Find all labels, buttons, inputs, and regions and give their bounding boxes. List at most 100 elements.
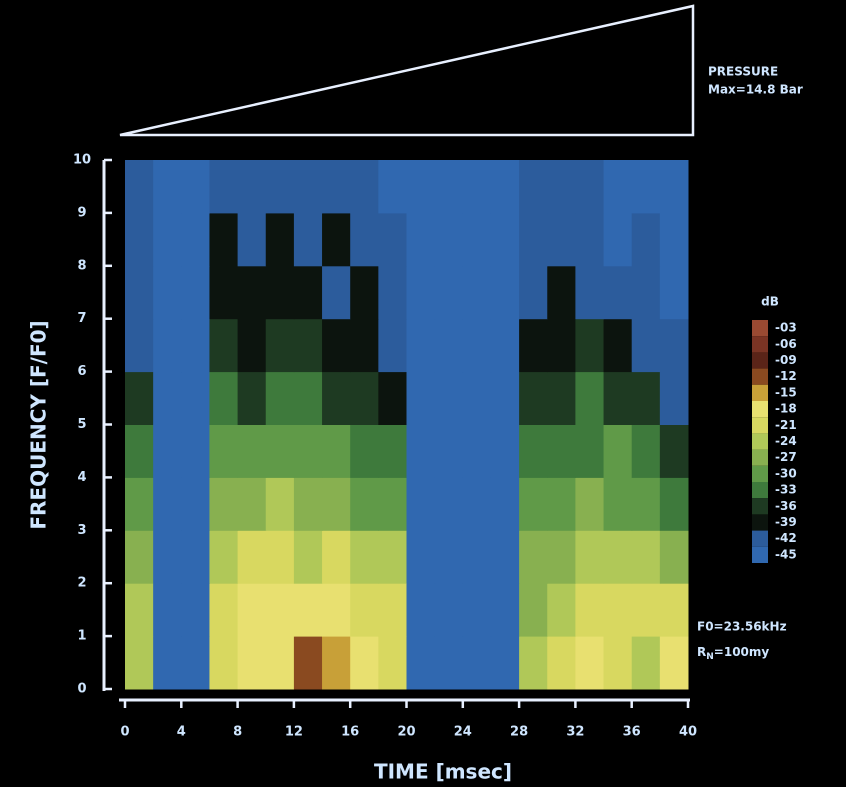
heatmap-cell — [293, 212, 323, 267]
heatmap-cell — [125, 583, 154, 637]
y-tick-label: 4 — [77, 470, 86, 485]
heatmap-cell — [490, 160, 520, 214]
heatmap-cell — [265, 424, 295, 478]
heatmap-cell — [350, 318, 379, 373]
x-tick-label: 40 — [679, 725, 697, 740]
heatmap-cell — [125, 636, 154, 690]
colorbar-label: -21 — [775, 418, 797, 432]
heatmap-cell — [406, 530, 436, 584]
x-axis-title: TIME [msec] — [374, 760, 512, 784]
heatmap-cell — [519, 477, 548, 531]
heatmap-cell — [181, 160, 210, 214]
colorbar-swatch — [752, 546, 768, 563]
rn-label: RN=100my — [697, 645, 769, 662]
x-tick-label: 16 — [341, 725, 359, 740]
heatmap-cell — [265, 160, 295, 214]
heatmap-cell — [209, 636, 239, 690]
heatmap-cell — [265, 371, 295, 425]
heatmap-cell — [322, 636, 351, 690]
heatmap-cell — [462, 160, 492, 214]
heatmap-cell — [603, 424, 633, 478]
heatmap-cell — [125, 530, 154, 584]
heatmap-cell — [575, 530, 605, 584]
heatmap-cell — [209, 477, 239, 531]
heatmap-cell — [575, 160, 605, 214]
heatmap-cell — [603, 265, 633, 320]
heatmap-cell — [350, 477, 379, 531]
x-tick-label: 32 — [566, 725, 584, 740]
y-tick-label: 2 — [77, 576, 86, 591]
heatmap-cell — [434, 212, 464, 267]
heatmap-cell — [209, 318, 239, 373]
heatmap-cell — [293, 583, 323, 637]
heatmap-cell — [153, 530, 182, 584]
heatmap-cell — [519, 636, 548, 690]
heatmap-cell — [322, 530, 351, 584]
colorbar-swatch — [752, 352, 768, 369]
heatmap-cell — [547, 371, 576, 425]
heatmap-cell — [378, 583, 407, 637]
colorbar-label: -33 — [775, 483, 797, 497]
heatmap-cell — [237, 636, 267, 690]
heatmap-cell — [350, 530, 379, 584]
heatmap-cell — [209, 583, 239, 637]
heatmap-cell — [462, 212, 492, 267]
heatmap-cell — [153, 583, 182, 637]
y-tick-label: 8 — [77, 258, 86, 273]
heatmap-cell — [322, 371, 351, 425]
heatmap-cell — [547, 477, 576, 531]
heatmap-cell — [547, 530, 576, 584]
colorbar-swatch — [752, 465, 768, 482]
heatmap-cell — [350, 583, 379, 637]
heatmap-cell — [125, 212, 154, 267]
x-tick-label: 8 — [233, 725, 242, 740]
y-tick-label: 0 — [77, 682, 86, 697]
y-tick-label: 3 — [77, 523, 86, 538]
rn-sub: N — [706, 652, 714, 662]
heatmap-cell — [181, 212, 210, 267]
heatmap-cell — [153, 265, 182, 320]
heatmap-cell — [659, 212, 689, 267]
heatmap-cell — [490, 424, 520, 478]
heatmap-cell — [378, 371, 407, 425]
heatmap-cell — [490, 318, 520, 373]
x-tick-label: 28 — [510, 725, 528, 740]
heatmap-cell — [462, 583, 492, 637]
colorbar-label: -24 — [775, 434, 797, 448]
heatmap-cell — [265, 212, 295, 267]
heatmap-cell — [153, 424, 182, 478]
heatmap-cell — [406, 477, 436, 531]
colorbar-label: -09 — [775, 353, 797, 367]
heatmap-cell — [237, 583, 267, 637]
heatmap-cell — [603, 530, 633, 584]
heatmap-cell — [153, 477, 182, 531]
colorbar-label: -39 — [775, 515, 797, 529]
colorbar-label: -27 — [775, 450, 797, 464]
heatmap-cell — [181, 530, 210, 584]
heatmap-cell — [322, 265, 351, 320]
x-tick-label: 24 — [454, 725, 472, 740]
heatmap-cell — [209, 371, 239, 425]
y-tick-label: 9 — [77, 205, 86, 220]
heatmap-cell — [350, 212, 379, 267]
heatmap-cell — [293, 424, 323, 478]
heatmap-cell — [322, 477, 351, 531]
heatmap-cell — [462, 530, 492, 584]
heatmap-cell — [181, 265, 210, 320]
heatmap-cell — [490, 371, 520, 425]
heatmap-cell — [434, 583, 464, 637]
heatmap-cell — [406, 424, 436, 478]
heatmap-cell — [209, 530, 239, 584]
heatmap-cell — [293, 371, 323, 425]
heatmap-cell — [181, 583, 210, 637]
colorbar-swatch — [752, 320, 768, 337]
colorbar-swatch — [752, 417, 768, 434]
pressure-ramp — [119, 4, 695, 137]
heatmap-cell — [350, 160, 379, 214]
colorbar-label: -18 — [775, 402, 797, 416]
x-tick-label: 0 — [120, 725, 129, 740]
heatmap-cell — [322, 583, 351, 637]
heatmap-cell — [350, 265, 379, 320]
heatmap-cell — [434, 371, 464, 425]
heatmap-cell — [659, 160, 689, 214]
